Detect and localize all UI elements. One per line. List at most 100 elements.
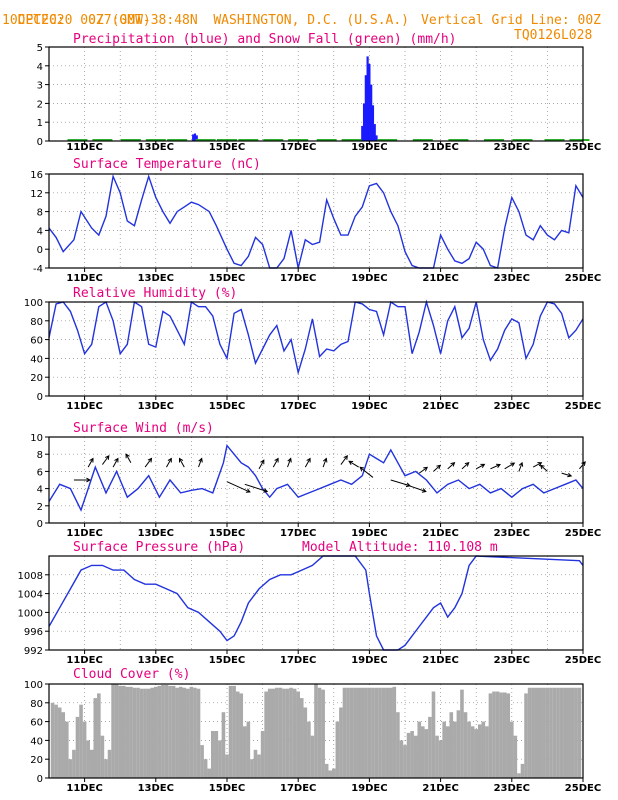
wind-arrow [244, 483, 268, 492]
cloud-bar [243, 726, 247, 778]
wind-arrow [226, 481, 251, 493]
plot-frame [48, 555, 584, 651]
x-tick-label: 15DEC [209, 783, 245, 794]
cloud-bar [171, 685, 176, 778]
header-model-code: TQ0126L028 [514, 28, 593, 43]
humidity-line [48, 299, 584, 376]
wind-arrow-head [274, 457, 279, 463]
cloud-bar [125, 686, 130, 778]
wind-arrow [125, 453, 132, 464]
cloud-bar [114, 684, 119, 778]
x-tick-label: 19DEC [351, 401, 387, 412]
x-tick-label: 23DEC [494, 401, 530, 412]
wind-arrow-head [306, 457, 311, 463]
cloud-bar [510, 721, 514, 778]
cloud-bar [477, 724, 482, 778]
snow-bar [484, 139, 504, 141]
cloud-bar [335, 721, 340, 778]
cloud-bar [431, 691, 436, 778]
humidity-panel: 0 20 40 60 80 100 11DEC 13DEC 15DEC 17DEC 19DEC 21D… [24, 298, 601, 412]
cloud-bar [214, 731, 219, 778]
wind-arrow [179, 458, 185, 468]
cloud-bar [527, 687, 532, 778]
x-tick-label: 19DEC [351, 273, 387, 284]
y-tick-label: 6 [37, 467, 43, 478]
x-tick-label: 23DEC [494, 528, 530, 539]
cloud-bar [310, 735, 315, 778]
y-tick-label: 0 [37, 137, 43, 148]
wind-arrow-head [104, 455, 110, 460]
wind-arrow-head [179, 457, 184, 463]
x-tick-label: 13DEC [138, 783, 174, 794]
cloud-bar [168, 685, 172, 778]
cloud-bar [132, 687, 137, 778]
y-tick-label: 16 [30, 170, 43, 181]
x-tick-label: 25DEC [565, 783, 601, 794]
snow-bar [238, 139, 259, 141]
pressure-title: Surface Pressure (hPa) [73, 540, 245, 555]
cloud-bar [196, 688, 201, 778]
cloud-bar [456, 710, 461, 778]
pressure-panel: 992 996 1000 1004 1008 11DEC 13DEC 15DEC 17DEC 19… [18, 555, 601, 666]
x-tick-label: 11DEC [66, 655, 102, 666]
cloud-bar [495, 691, 500, 778]
header-location: WASHINGTON, D.C. (U.S.A.) [213, 13, 410, 28]
wind-arrow-head [581, 461, 586, 466]
wind-arrow [198, 458, 203, 468]
cloud-bar [574, 687, 578, 778]
y-tick-label: 0 [37, 774, 43, 785]
wind-arrow-head [114, 457, 119, 463]
cloud-bar [356, 687, 361, 778]
cloud-bar [353, 687, 357, 778]
snow-bar [448, 139, 469, 141]
cloud-bar [428, 716, 432, 778]
cloud-bar [207, 768, 211, 778]
y-tick-label: 20 [30, 755, 43, 766]
snow-bar [288, 139, 309, 141]
cloud-bar [289, 687, 293, 778]
y-tick-label: 1004 [18, 590, 43, 601]
wind-arrow-head [421, 488, 427, 493]
x-tick-label: 25DEC [565, 528, 601, 539]
cloud-bar [445, 726, 450, 778]
x-tick-label: 13DEC [138, 401, 174, 412]
cloud-bar [299, 698, 304, 778]
precip-bar [366, 56, 369, 141]
wind-arrow [359, 466, 374, 478]
cloud-bar [549, 687, 553, 778]
cloud-bar [118, 685, 122, 778]
cloud-bar [225, 754, 229, 778]
wind-arrow [504, 462, 515, 470]
wind-arrow [490, 464, 501, 470]
plot-frame [48, 46, 584, 142]
y-tick-label: 12 [30, 189, 43, 200]
wind-arrow [579, 461, 586, 470]
precip-bar [371, 105, 375, 141]
snow-bar [316, 139, 337, 141]
wind-arrow [475, 463, 485, 470]
snow-bar [67, 139, 88, 141]
wind-arrow-head [287, 457, 292, 463]
cloud-bar [175, 687, 179, 778]
cloud-bar [100, 735, 105, 778]
cloud-bar [136, 687, 140, 778]
cloud-bar [392, 686, 397, 778]
y-tick-label: 8 [37, 450, 43, 461]
cloud-bar [417, 721, 422, 778]
x-tick-label: 15DEC [209, 142, 245, 153]
cloud-bar [210, 731, 215, 778]
wind-arrow-head [359, 466, 365, 472]
snow-bar [569, 139, 590, 141]
snow-bar [544, 139, 565, 141]
x-tick-label: 11DEC [66, 528, 102, 539]
snow-bar [167, 139, 188, 141]
cloud-bar [399, 740, 404, 778]
cloud-bar [68, 759, 73, 778]
x-tick-label: 21DEC [422, 142, 458, 153]
snow-bar [145, 139, 166, 141]
y-tick-label: 40 [30, 354, 43, 365]
precip-bar [195, 135, 198, 141]
cloud-bar [396, 712, 400, 778]
y-tick-label: 1000 [18, 608, 43, 619]
header-source: CPTEC: [17, 13, 65, 28]
